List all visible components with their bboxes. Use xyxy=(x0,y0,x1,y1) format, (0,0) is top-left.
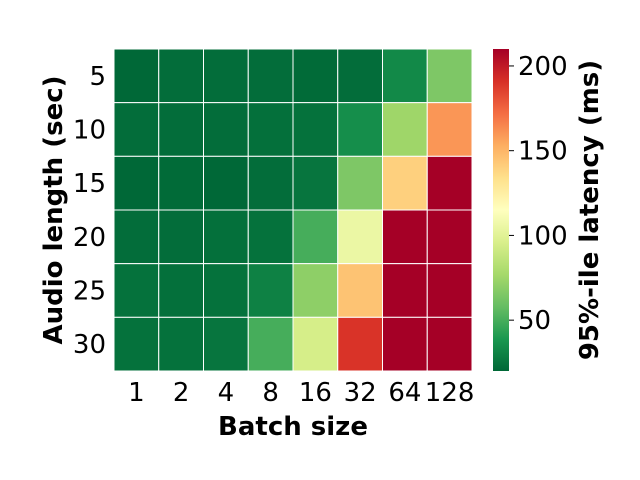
x-tick-label: 128 xyxy=(425,378,475,408)
heatmap-cell xyxy=(203,102,249,157)
heatmap-cell xyxy=(382,209,428,265)
colorbar-tick-labels: 50 100 150 200 xyxy=(509,52,568,336)
heatmap-cell xyxy=(426,316,473,372)
heatmap-cell xyxy=(382,263,428,318)
heatmap-cell xyxy=(426,155,473,211)
x-tick-label: 4 xyxy=(218,378,235,408)
heatmap-cell xyxy=(247,48,294,104)
x-tick-label: 32 xyxy=(344,378,377,408)
heatmap-cell xyxy=(247,316,294,372)
heatmap-cell xyxy=(158,102,204,157)
y-tick-label: 20 xyxy=(73,223,106,253)
heatmap-cell xyxy=(292,316,339,372)
colorbar-tick-label: 50 xyxy=(518,306,551,336)
y-tick-label: 5 xyxy=(89,62,106,92)
colorbar xyxy=(493,49,509,371)
heatmap-cell xyxy=(382,102,428,157)
heatmap-cell xyxy=(426,48,473,104)
heatmap-cell xyxy=(426,263,473,318)
heatmap-cell xyxy=(158,263,204,318)
heatmap-cell xyxy=(203,316,249,372)
x-tick-labels: 1 2 4 8 16 32 64 128 xyxy=(128,378,474,408)
y-tick-labels: 5 10 15 20 25 30 xyxy=(73,62,106,360)
y-tick-label: 15 xyxy=(73,169,106,199)
heatmap-cell xyxy=(382,48,428,104)
heatmap-cell xyxy=(203,48,249,104)
heatmap-cell xyxy=(203,209,249,265)
x-axis-label: Batch size xyxy=(218,412,368,442)
colorbar-tick-label: 200 xyxy=(518,52,568,82)
heatmap-cell xyxy=(292,263,339,318)
y-tick-label: 25 xyxy=(73,277,106,307)
heatmap-cell xyxy=(247,102,294,157)
heatmap-cell xyxy=(337,102,383,157)
heatmap-cell xyxy=(292,48,339,104)
heatmap-cells xyxy=(113,48,473,372)
x-tick-label: 64 xyxy=(388,378,421,408)
y-tick-label: 30 xyxy=(73,330,106,360)
heatmap-cell xyxy=(113,263,160,318)
heatmap-cell xyxy=(158,316,204,372)
heatmap-cell xyxy=(247,155,294,211)
heatmap-cell xyxy=(337,209,383,265)
heatmap-cell xyxy=(113,209,160,265)
heatmap-cell xyxy=(426,209,473,265)
colorbar-label: 95%-ile latency (ms) xyxy=(575,60,605,360)
heatmap-cell xyxy=(426,102,473,157)
heatmap-cell xyxy=(158,48,204,104)
x-tick-label: 1 xyxy=(128,378,145,408)
heatmap-cell xyxy=(158,155,204,211)
heatmap-cell xyxy=(382,316,428,372)
heatmap-cell xyxy=(113,316,160,372)
heatmap-cell xyxy=(113,102,160,157)
heatmap-cell xyxy=(337,155,383,211)
heatmap-cell xyxy=(203,155,249,211)
heatmap-cell xyxy=(337,263,383,318)
heatmap-cell xyxy=(247,209,294,265)
heatmap-cell xyxy=(337,316,383,372)
heatmap-cell xyxy=(203,263,249,318)
heatmap-cell xyxy=(113,48,160,104)
heatmap-cell xyxy=(292,155,339,211)
x-tick-label: 2 xyxy=(173,378,190,408)
heatmap-cell xyxy=(337,48,383,104)
heatmap-cell xyxy=(292,209,339,265)
colorbar-tick-label: 150 xyxy=(518,137,568,167)
y-tick-label: 10 xyxy=(73,116,106,146)
heatmap-cell xyxy=(292,102,339,157)
x-tick-label: 8 xyxy=(262,378,279,408)
heatmap-cell xyxy=(382,155,428,211)
heatmap-cell xyxy=(247,263,294,318)
y-axis-label: Audio length (sec) xyxy=(39,75,69,344)
heatmap-cell xyxy=(113,155,160,211)
colorbar-tick-label: 100 xyxy=(518,221,568,251)
heatmap-cell xyxy=(158,209,204,265)
x-tick-label: 16 xyxy=(299,378,332,408)
